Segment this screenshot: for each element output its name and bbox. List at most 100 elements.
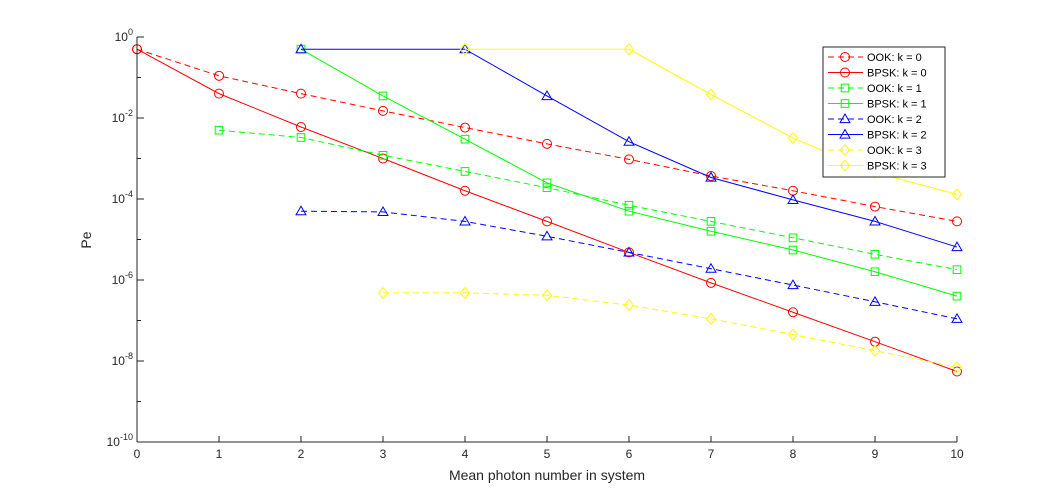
data-point: [870, 250, 880, 259]
y-tick-label: 10-6: [112, 270, 133, 287]
series-1: [132, 44, 962, 377]
x-tick-label: 5: [544, 447, 551, 461]
series-line: [218, 129, 958, 271]
legend-entry: BPSK: k = 0: [828, 67, 927, 80]
legend-marker: [840, 67, 850, 78]
data-point: [706, 277, 716, 288]
data-point: [869, 344, 881, 357]
data-point: [952, 265, 962, 274]
data-point: [542, 183, 552, 193]
legend-label: BPSK: k = 3: [867, 161, 927, 173]
data-point: [460, 122, 470, 133]
data-point: [705, 312, 717, 326]
data-point: [296, 121, 306, 132]
data-point: [460, 134, 470, 144]
legend-label: OOK: k = 2: [867, 114, 922, 126]
series-6: [377, 286, 963, 374]
legend-marker: [840, 99, 850, 108]
data-point: [705, 88, 717, 101]
legend-marker: [839, 113, 851, 124]
x-tick-label: 8: [790, 447, 797, 461]
data-point: [542, 138, 552, 149]
y-tick-label: 100: [115, 27, 133, 44]
x-tick-label: 1: [216, 447, 223, 461]
data-point: [787, 131, 799, 145]
data-point: [624, 154, 634, 165]
legend-entry: OOK: k = 3: [828, 143, 922, 157]
data-point: [951, 188, 963, 201]
series-line: [136, 48, 958, 372]
data-point: [952, 216, 962, 227]
legend-entry: BPSK: k = 3: [828, 159, 927, 173]
series-layer: [132, 43, 963, 377]
data-point: [541, 289, 553, 302]
series-line: [300, 48, 958, 297]
legend-marker: [839, 143, 851, 157]
data-point: [378, 105, 388, 116]
series-2: [214, 125, 962, 274]
series-line: [300, 210, 958, 320]
data-point: [788, 307, 798, 318]
x-tick-label: 2: [298, 447, 305, 461]
y-tick-label: 10-4: [112, 189, 133, 206]
data-point: [787, 328, 799, 341]
data-point: [541, 230, 553, 241]
data-point: [624, 206, 634, 216]
series-0: [132, 44, 962, 227]
data-point: [788, 233, 798, 243]
y-tick-label: 10-8: [112, 351, 133, 368]
data-point: [705, 171, 717, 182]
series-line: [136, 48, 958, 222]
data-point: [378, 153, 388, 164]
series-5: [295, 43, 963, 252]
data-point: [296, 133, 306, 142]
data-point: [295, 205, 307, 216]
legend-label: BPSK: k = 1: [867, 99, 927, 111]
data-point: [378, 150, 388, 160]
data-point: [214, 88, 224, 99]
x-tick-label: 9: [872, 447, 879, 461]
data-point: [460, 185, 470, 196]
legend-marker: [839, 128, 851, 139]
data-point: [870, 336, 880, 347]
data-point: [787, 193, 799, 205]
legend-label: OOK: k = 1: [867, 83, 922, 95]
data-point: [296, 88, 306, 99]
data-point: [542, 178, 552, 188]
data-point: [623, 135, 635, 146]
data-point: [623, 298, 635, 312]
series-line: [383, 292, 958, 368]
legend-label: OOK: k = 3: [867, 145, 922, 157]
data-point: [788, 245, 798, 255]
data-point: [377, 286, 389, 300]
data-point: [623, 246, 635, 257]
data-point: [459, 43, 471, 54]
legend-marker: [840, 83, 850, 93]
legend-marker: [839, 159, 851, 172]
data-point: [952, 291, 962, 301]
y-axis-label: Pe: [78, 231, 94, 248]
x-tick-label: 6: [626, 447, 633, 461]
x-tick-label: 7: [708, 447, 715, 461]
axes-layer: 0 1 2 3 4 5 6 7 8 9 10 100 10-2 10-4 10-6 10-8 10-10: [107, 27, 964, 461]
x-tick-label: 10: [950, 447, 964, 461]
data-point: [214, 125, 224, 135]
series-4: [295, 205, 963, 323]
data-point: [951, 241, 963, 252]
data-point: [706, 217, 716, 226]
legend-entry: OOK: k = 0: [828, 52, 922, 64]
y-tick-label: 10-10: [107, 432, 133, 449]
legend-entry: BPSK: k = 1: [828, 99, 927, 111]
data-point: [951, 361, 963, 374]
y-tick-label: 10-2: [112, 108, 133, 125]
data-point: [787, 279, 799, 290]
x-tick-label: 0: [134, 447, 141, 461]
data-point: [378, 91, 388, 101]
legend-label: OOK: k = 0: [867, 52, 922, 64]
x-tick-label: 4: [462, 447, 469, 461]
data-point: [624, 200, 634, 210]
data-point: [869, 215, 881, 226]
data-point: [295, 43, 307, 54]
data-point: [623, 43, 635, 56]
